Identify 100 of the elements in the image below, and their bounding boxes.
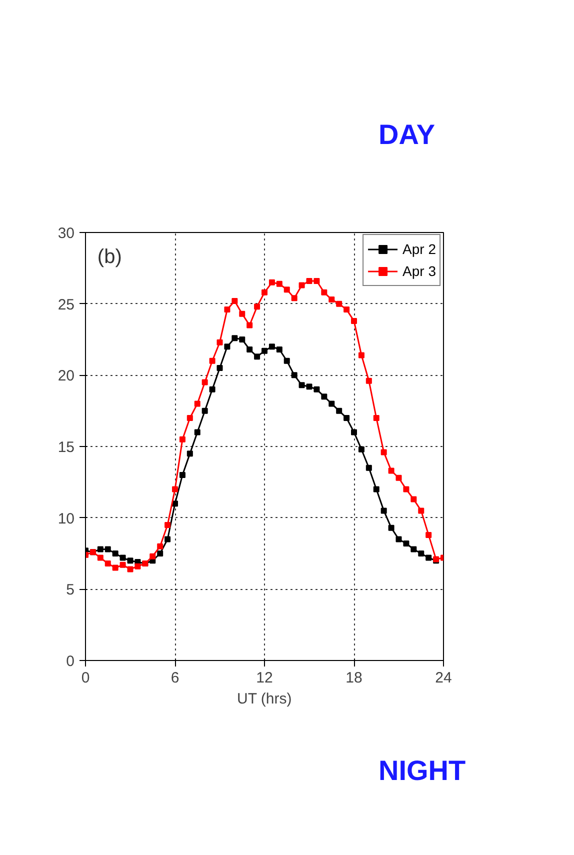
- point: [239, 310, 246, 317]
- y-tick-label: 30: [58, 225, 75, 242]
- point: [418, 508, 424, 514]
- point: [328, 400, 335, 407]
- legend-label: Apr 3: [402, 263, 436, 279]
- point: [216, 339, 223, 346]
- point: [186, 450, 193, 457]
- point: [388, 468, 394, 474]
- text: DAY: [378, 119, 436, 150]
- point: [366, 464, 372, 471]
- point: [276, 280, 282, 287]
- point: [410, 546, 417, 552]
- point: [284, 286, 290, 293]
- point: [351, 429, 357, 436]
- point: [239, 336, 246, 342]
- point: [410, 496, 417, 502]
- point: [194, 429, 200, 436]
- point: [209, 358, 216, 364]
- point: [380, 508, 387, 514]
- point: [396, 474, 402, 481]
- point: [224, 306, 230, 313]
- y-tick-label: 0: [66, 653, 74, 670]
- point: [298, 382, 305, 388]
- point: [97, 546, 104, 552]
- point: [268, 279, 275, 286]
- point: [321, 394, 328, 400]
- point: [403, 540, 410, 547]
- point: [426, 554, 432, 561]
- point: [396, 536, 402, 542]
- point: [366, 378, 372, 384]
- point: [262, 289, 268, 296]
- point: [351, 318, 357, 324]
- point: [112, 550, 118, 556]
- point: [328, 296, 335, 303]
- point: [134, 563, 141, 570]
- point: [112, 564, 118, 571]
- y-tick-label: 5: [66, 582, 74, 599]
- point: [254, 304, 260, 310]
- point: [97, 554, 104, 561]
- point: [232, 298, 238, 304]
- point: [284, 358, 290, 364]
- point: [120, 554, 126, 561]
- point: [216, 365, 223, 372]
- y-tick-label: 20: [58, 368, 75, 385]
- point: [403, 486, 410, 492]
- point: [418, 550, 424, 556]
- point: [224, 344, 230, 350]
- x-tick-label: 24: [435, 670, 452, 686]
- point: [246, 322, 253, 328]
- point: [373, 414, 380, 421]
- point: [127, 558, 134, 564]
- point: [291, 372, 298, 378]
- point: [344, 306, 350, 313]
- point: [202, 408, 208, 414]
- point: [314, 278, 320, 284]
- point: [157, 543, 164, 550]
- point: [202, 379, 208, 386]
- point: [373, 486, 380, 492]
- point: [254, 354, 260, 360]
- point: [209, 386, 216, 392]
- point: [232, 335, 238, 342]
- point: [344, 414, 350, 421]
- point: [164, 522, 171, 528]
- point: [246, 346, 253, 352]
- legend-label: Apr 2: [402, 241, 436, 257]
- point: [262, 348, 268, 354]
- point: [104, 546, 111, 552]
- point: [104, 560, 111, 566]
- point: [380, 449, 387, 456]
- y-tick-label: 10: [58, 510, 75, 528]
- point: [186, 414, 193, 421]
- point: [172, 486, 178, 492]
- point: [276, 346, 282, 352]
- point: [179, 472, 186, 478]
- point: [358, 446, 364, 452]
- point: [127, 566, 134, 572]
- point: [179, 436, 186, 442]
- point: [388, 524, 394, 531]
- annotation: (b): [97, 246, 122, 268]
- point: [306, 278, 312, 284]
- point: [336, 408, 342, 414]
- x-tick-label: 6: [170, 670, 180, 686]
- x-tick-label: 0: [81, 670, 90, 686]
- y-tick-label: 25: [58, 296, 75, 314]
- point: [306, 384, 312, 390]
- point: [194, 400, 200, 407]
- point: [164, 536, 171, 542]
- point: [150, 553, 156, 560]
- x-tick-label: 12: [256, 670, 273, 686]
- text: NIGHT: [378, 755, 466, 786]
- point: [321, 289, 328, 296]
- point: [157, 550, 164, 556]
- point: [120, 562, 126, 568]
- point: [336, 300, 342, 307]
- point: [358, 352, 364, 358]
- point: [268, 344, 275, 350]
- point: [314, 386, 320, 392]
- x-axis-title: UT (hrs): [237, 690, 292, 708]
- x-tick-label: 18: [346, 670, 362, 686]
- y-tick-label: 15: [58, 439, 75, 456]
